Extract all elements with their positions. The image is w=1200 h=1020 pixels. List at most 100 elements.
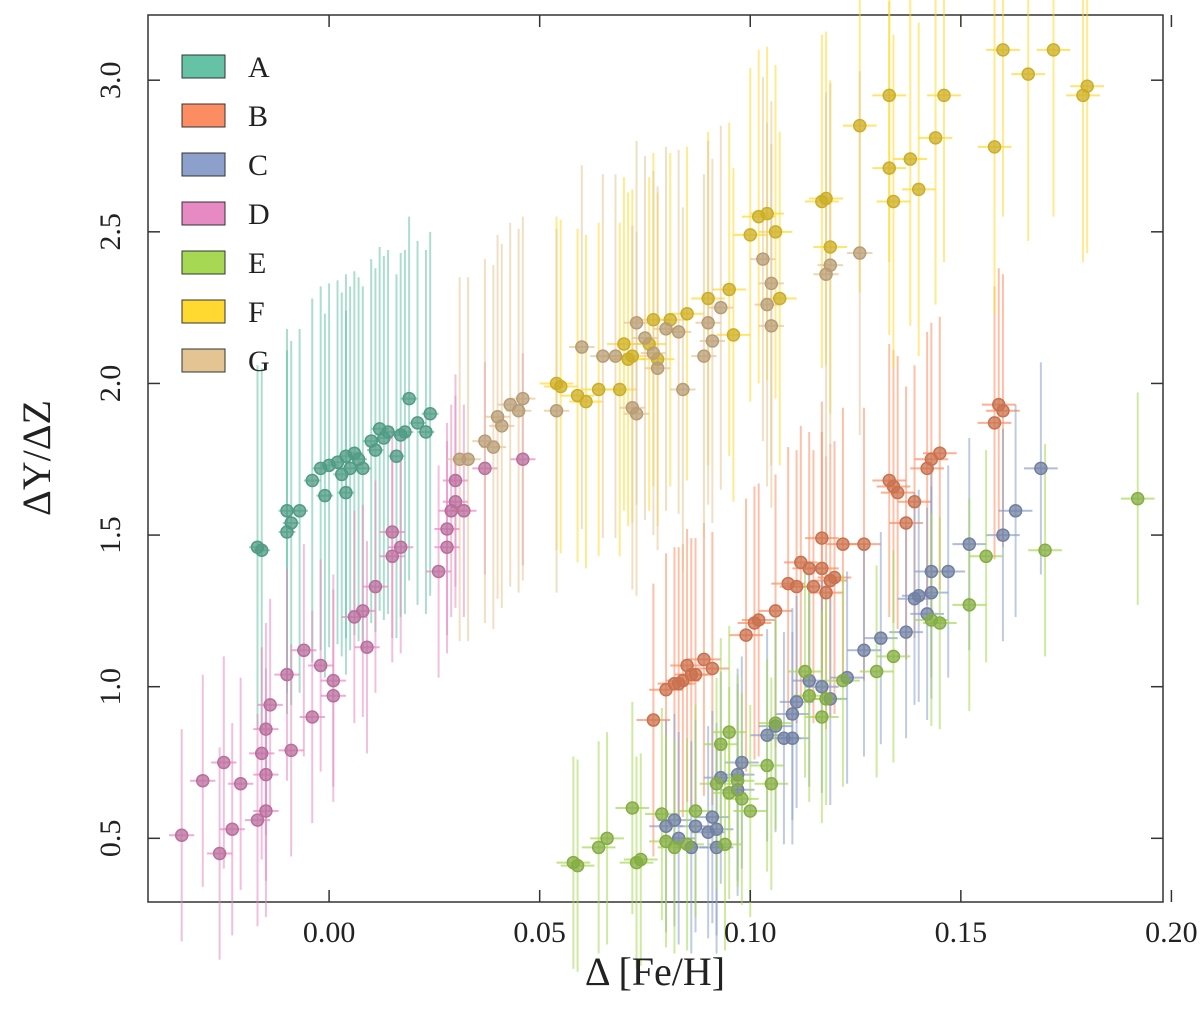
point: [368, 443, 383, 457]
point: [705, 810, 720, 824]
point: [827, 570, 842, 585]
point: [217, 755, 231, 770]
point: [933, 446, 947, 460]
point: [768, 716, 783, 730]
point: [726, 328, 741, 342]
point: [297, 643, 311, 658]
point: [751, 613, 766, 627]
point: [772, 291, 787, 306]
point: [313, 658, 328, 673]
point: [570, 858, 585, 873]
x-tick-label: 0.20: [1145, 916, 1198, 949]
point: [440, 522, 454, 536]
point: [739, 628, 753, 642]
point: [596, 349, 610, 363]
point: [650, 361, 665, 376]
point: [903, 152, 918, 166]
y-tick-label: 0.5: [94, 820, 127, 858]
legend-swatch: [181, 201, 226, 226]
point: [730, 773, 745, 788]
point: [823, 240, 838, 254]
point: [760, 206, 774, 221]
point: [398, 425, 412, 439]
point: [987, 416, 1002, 430]
point: [212, 846, 227, 861]
point: [646, 713, 661, 727]
point: [339, 485, 353, 500]
point: [1008, 504, 1023, 518]
point: [760, 728, 774, 742]
point: [254, 543, 269, 557]
point: [937, 88, 951, 103]
point: [789, 695, 804, 709]
point: [697, 652, 711, 667]
point: [857, 537, 871, 551]
point: [924, 585, 939, 600]
point: [591, 840, 606, 855]
point: [899, 516, 913, 530]
point: [853, 246, 867, 260]
point: [819, 692, 833, 706]
point: [305, 710, 320, 724]
point: [836, 673, 850, 688]
point: [756, 252, 770, 266]
point: [899, 625, 913, 639]
point: [676, 382, 690, 397]
point: [996, 528, 1010, 542]
point: [431, 564, 446, 579]
point: [360, 640, 374, 655]
x-tick-label: 0.05: [513, 916, 566, 949]
point: [511, 403, 526, 418]
y-axis-title: ΔY/ΔZ: [14, 400, 59, 516]
point: [798, 664, 812, 679]
point: [638, 331, 652, 345]
point: [764, 276, 779, 291]
point: [928, 131, 943, 145]
point: [600, 831, 614, 846]
point: [1130, 491, 1145, 506]
point: [410, 416, 425, 430]
point: [646, 313, 661, 327]
legend-swatch: [181, 152, 226, 177]
point: [987, 140, 1002, 154]
point: [722, 725, 736, 739]
point: [941, 564, 955, 579]
point: [911, 182, 926, 197]
point: [629, 316, 644, 330]
point: [1046, 43, 1061, 57]
point: [735, 755, 749, 770]
point: [996, 43, 1010, 57]
point: [688, 667, 703, 682]
point: [979, 549, 993, 564]
point: [890, 485, 905, 500]
point: [667, 840, 682, 855]
point: [688, 819, 703, 833]
point: [789, 579, 804, 594]
point: [882, 88, 896, 103]
legend-label: B: [248, 100, 268, 133]
point: [284, 743, 298, 758]
point: [385, 549, 400, 564]
legend-label: C: [248, 149, 268, 182]
y-tick-label: 2.5: [94, 213, 127, 251]
point: [907, 494, 922, 509]
point: [819, 585, 833, 600]
point: [764, 319, 779, 333]
point: [381, 425, 395, 439]
y-tick-label: 2.0: [94, 365, 127, 403]
point: [760, 758, 774, 773]
legend-swatch: [181, 250, 226, 275]
point: [368, 579, 383, 594]
point: [448, 473, 463, 488]
point: [617, 337, 631, 351]
point: [575, 340, 589, 354]
point: [608, 349, 623, 363]
point: [962, 537, 977, 551]
point: [680, 837, 694, 852]
point: [996, 403, 1010, 418]
point: [823, 258, 838, 272]
legend-label: A: [248, 51, 270, 84]
point: [553, 379, 568, 394]
point: [819, 191, 833, 206]
